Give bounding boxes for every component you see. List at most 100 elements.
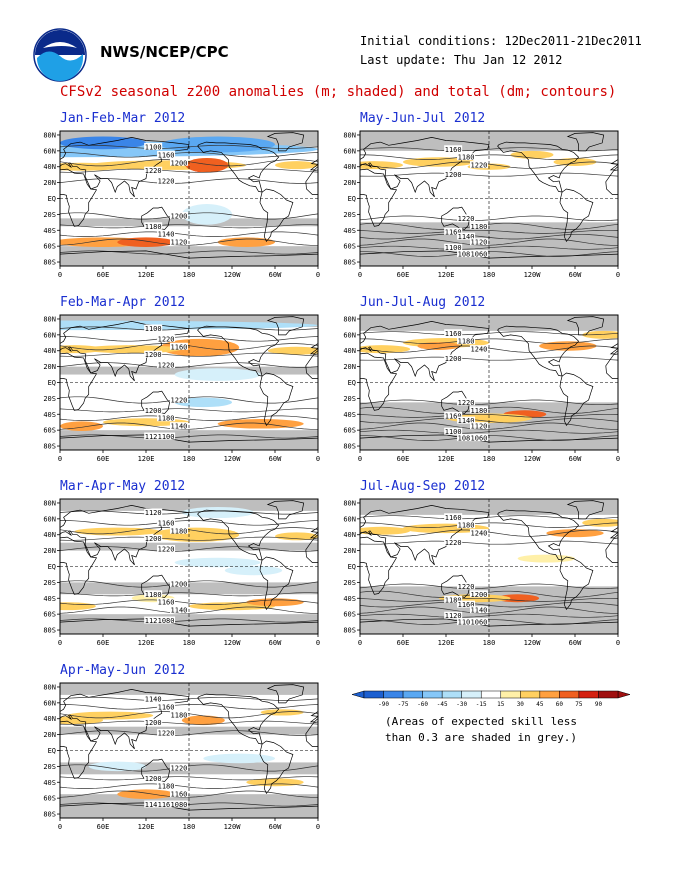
contour-label-bg <box>157 782 176 790</box>
lon-label: 60W <box>269 271 282 279</box>
coastline <box>497 141 580 193</box>
contour-label: 1220 <box>458 215 475 223</box>
lon-label: 0 <box>616 455 620 463</box>
anomaly-shading <box>117 789 175 799</box>
contour-label: 1100 <box>145 325 162 333</box>
contour-label: 1080 <box>158 617 175 625</box>
contour-label-bg <box>457 398 476 406</box>
lat-label: 20N <box>43 731 56 739</box>
lat-label: 80N <box>43 499 56 507</box>
panel-title-mam: Mar-Apr-May 2012 <box>60 479 186 494</box>
contour-label-bg <box>444 513 463 521</box>
contour-label-bg <box>169 395 188 403</box>
height-contour <box>360 529 618 537</box>
contour-label-bg <box>444 538 463 546</box>
lon-label: 0 <box>58 271 62 279</box>
height-contour <box>360 147 618 152</box>
colorbar-swatch <box>559 690 580 699</box>
lat-label: 80N <box>43 683 56 691</box>
height-contour <box>60 599 318 605</box>
contour-label: 1140 <box>171 607 188 615</box>
height-contour <box>360 338 618 344</box>
lon-label: 0 <box>616 271 620 279</box>
contour-label: 1160 <box>171 791 188 799</box>
contour-label-bg <box>457 521 476 529</box>
anomaly-shading <box>496 594 540 603</box>
lat-label: 60S <box>43 795 56 803</box>
colorbar-label: -75 <box>398 701 409 708</box>
height-contour <box>360 522 618 528</box>
contour-label: 1120 <box>471 239 488 247</box>
lat-label: 20N <box>343 547 356 555</box>
contour-label: 1060 <box>471 619 488 627</box>
lat-label: 60S <box>43 427 56 435</box>
height-contour <box>360 161 618 169</box>
coastline <box>497 325 580 377</box>
anomaly-shading <box>224 565 283 576</box>
low-skill-band <box>60 582 318 595</box>
anomaly-shading <box>181 715 225 726</box>
height-contour <box>60 606 318 614</box>
lat-label: EQ <box>348 379 356 387</box>
contour-label-bg <box>144 800 163 808</box>
map-panel-mam: 1120 1160 1180 1200 1220 1200 1180 1160 1140 1120… <box>36 495 326 647</box>
lon-label: 0 <box>316 271 320 279</box>
contour-label-bg <box>144 406 163 414</box>
anomaly-shading <box>582 330 618 339</box>
contour-label: 1100 <box>445 244 462 252</box>
colorbar-end-left <box>351 690 365 699</box>
anomaly-shading <box>174 368 261 381</box>
lat-label: 20S <box>43 395 56 403</box>
lat-label: 60S <box>343 611 356 619</box>
lon-label: 180 <box>483 271 496 279</box>
contour-label-bg <box>457 434 476 442</box>
lat-label: 60N <box>343 515 356 523</box>
contour-label: 1180 <box>445 596 462 604</box>
contour-label: 1200 <box>471 591 488 599</box>
skill-note-line1: (Areas of expected skill less <box>385 715 578 728</box>
height-contour <box>360 399 618 406</box>
anomaly-shading <box>553 158 597 166</box>
lat-label: 20S <box>343 211 356 219</box>
coastline <box>259 740 294 795</box>
lat-label: 40N <box>43 163 56 171</box>
lon-label: 180 <box>183 455 196 463</box>
contour-label-bg <box>169 422 188 430</box>
skill-note-line2: than 0.3 are shaded in grey.) <box>385 731 578 744</box>
low-skill-band <box>60 794 318 818</box>
contour-label: 1220 <box>471 162 488 170</box>
lat-label: 40N <box>43 715 56 723</box>
anomaly-shading <box>117 237 175 247</box>
contour-label: 1160 <box>158 801 175 809</box>
lat-label: 80N <box>43 131 56 139</box>
height-contour <box>60 415 318 421</box>
lon-label: 0 <box>58 823 62 831</box>
contour-label: 1140 <box>158 231 175 239</box>
contour-label: 1200 <box>171 580 188 588</box>
lon-label: 60E <box>97 271 110 279</box>
contour-label-bg <box>457 250 476 258</box>
noaa-logo <box>33 28 87 82</box>
panel-title-jas: Jul-Aug-Sep 2012 <box>360 479 486 494</box>
colorbar-swatch <box>363 690 384 699</box>
contour-label: 1180 <box>471 223 488 231</box>
lat-label: 80N <box>343 499 356 507</box>
contour-label: 1160 <box>158 151 175 159</box>
coastline <box>259 372 294 427</box>
contour-label-bg <box>157 432 176 440</box>
contour-label-bg <box>157 150 176 158</box>
lat-label: 80S <box>343 627 356 635</box>
contour-label: 1080 <box>458 435 475 443</box>
lon-label: 0 <box>616 639 620 647</box>
contour-label-bg <box>444 145 463 153</box>
lat-label: 60S <box>43 243 56 251</box>
contour-label-bg <box>444 427 463 435</box>
contour-label: 1180 <box>158 415 175 423</box>
lat-label: EQ <box>48 563 56 571</box>
contour-label: 1160 <box>171 343 188 351</box>
anomaly-shading <box>181 506 254 519</box>
lat-label: 80S <box>43 259 56 267</box>
contour-label: 1140 <box>145 801 162 809</box>
contour-label: 1080 <box>458 251 475 259</box>
anomaly-shading <box>60 602 96 611</box>
